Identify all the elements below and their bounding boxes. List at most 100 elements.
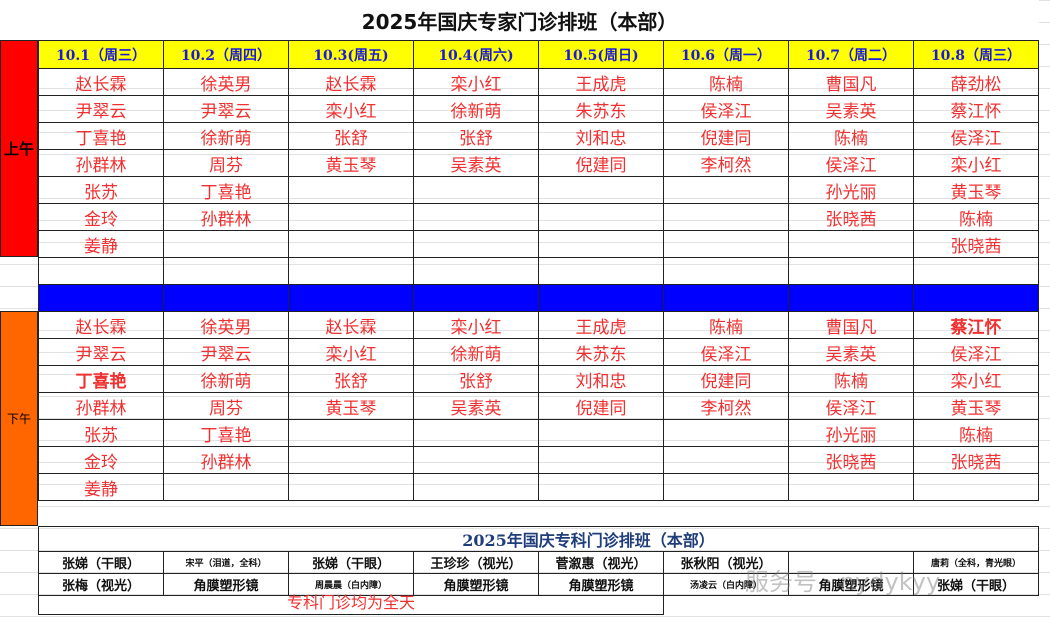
schedule-cell[interactable]: 张晓茜 xyxy=(913,230,1039,258)
schedule-cell[interactable]: 陈楠 xyxy=(663,311,789,339)
schedule-cell[interactable] xyxy=(663,230,789,258)
schedule-cell[interactable]: 陈楠 xyxy=(788,365,914,393)
schedule-cell[interactable]: 张舒 xyxy=(413,122,539,150)
schedule-cell[interactable] xyxy=(163,230,289,258)
schedule-cell[interactable]: 赵长霖 xyxy=(38,311,164,339)
schedule-cell[interactable]: 刘和忠 xyxy=(538,365,664,393)
schedule-cell[interactable] xyxy=(913,473,1039,501)
divider-cell[interactable] xyxy=(288,284,414,312)
schedule-cell[interactable]: 栾小红 xyxy=(913,149,1039,177)
empty-cell[interactable] xyxy=(163,257,289,285)
schedule-cell[interactable] xyxy=(663,419,789,447)
schedule-cell[interactable]: 王成虎 xyxy=(538,68,664,96)
schedule-cell[interactable]: 丁喜艳 xyxy=(38,365,164,393)
schedule-cell[interactable]: 张苏 xyxy=(38,419,164,447)
specialty-cell[interactable]: 张梅（视光） xyxy=(38,573,164,596)
schedule-cell[interactable]: 张舒 xyxy=(288,365,414,393)
schedule-cell[interactable]: 栾小红 xyxy=(413,68,539,96)
schedule-cell[interactable]: 张晓茜 xyxy=(913,446,1039,474)
schedule-cell[interactable] xyxy=(413,419,539,447)
schedule-cell[interactable] xyxy=(538,203,664,231)
divider-cell[interactable] xyxy=(913,284,1039,312)
schedule-cell[interactable]: 吴素英 xyxy=(413,149,539,177)
specialty-cell[interactable]: 角膜塑形镜 xyxy=(788,573,914,596)
schedule-cell[interactable]: 黄玉琴 xyxy=(913,392,1039,420)
schedule-cell[interactable]: 蔡江怀 xyxy=(913,95,1039,123)
schedule-cell[interactable] xyxy=(663,446,789,474)
schedule-cell[interactable]: 孙光丽 xyxy=(788,419,914,447)
schedule-cell[interactable]: 曹国凡 xyxy=(788,311,914,339)
schedule-cell[interactable]: 吴素英 xyxy=(788,95,914,123)
specialty-cell[interactable]: 角膜塑形镜 xyxy=(538,573,664,596)
date-header[interactable]: 10.3(周五) xyxy=(288,40,414,69)
schedule-cell[interactable]: 栾小红 xyxy=(413,311,539,339)
schedule-cell[interactable]: 尹翠云 xyxy=(38,95,164,123)
schedule-cell[interactable] xyxy=(288,473,414,501)
schedule-cell[interactable]: 黄玉琴 xyxy=(288,149,414,177)
schedule-cell[interactable]: 倪建同 xyxy=(663,365,789,393)
schedule-cell[interactable]: 张苏 xyxy=(38,176,164,204)
empty-cell[interactable] xyxy=(788,257,914,285)
schedule-cell[interactable] xyxy=(413,176,539,204)
schedule-cell[interactable]: 黄玉琴 xyxy=(913,176,1039,204)
date-header[interactable]: 10.2（周四） xyxy=(163,40,289,69)
schedule-cell[interactable] xyxy=(413,230,539,258)
schedule-cell[interactable]: 薛劲松 xyxy=(913,68,1039,96)
schedule-cell[interactable]: 栾小红 xyxy=(288,95,414,123)
specialty-cell[interactable]: 王珍珍（视光） xyxy=(413,551,539,574)
schedule-cell[interactable]: 赵长霖 xyxy=(38,68,164,96)
divider-cell[interactable] xyxy=(538,284,664,312)
schedule-cell[interactable] xyxy=(788,473,914,501)
schedule-cell[interactable]: 倪建同 xyxy=(538,392,664,420)
schedule-cell[interactable]: 蔡江怀 xyxy=(913,311,1039,339)
schedule-cell[interactable]: 金玲 xyxy=(38,203,164,231)
schedule-cell[interactable]: 侯泽江 xyxy=(913,122,1039,150)
schedule-cell[interactable]: 周芬 xyxy=(163,149,289,177)
schedule-cell[interactable]: 徐新萌 xyxy=(413,95,539,123)
schedule-cell[interactable]: 侯泽江 xyxy=(788,149,914,177)
schedule-cell[interactable]: 陈楠 xyxy=(913,203,1039,231)
schedule-cell[interactable] xyxy=(663,176,789,204)
schedule-cell[interactable]: 金玲 xyxy=(38,446,164,474)
schedule-cell[interactable]: 陈楠 xyxy=(913,419,1039,447)
schedule-cell[interactable]: 黄玉琴 xyxy=(288,392,414,420)
specialty-cell[interactable]: 角膜塑形镜 xyxy=(413,573,539,596)
schedule-cell[interactable] xyxy=(288,230,414,258)
divider-cell[interactable] xyxy=(413,284,539,312)
date-header[interactable]: 10.4(周六) xyxy=(413,40,539,69)
schedule-cell[interactable]: 徐新萌 xyxy=(163,365,289,393)
schedule-cell[interactable]: 张晓茜 xyxy=(788,446,914,474)
schedule-cell[interactable] xyxy=(538,230,664,258)
divider-cell[interactable] xyxy=(38,284,164,312)
schedule-cell[interactable]: 徐英男 xyxy=(163,311,289,339)
divider-cell[interactable] xyxy=(788,284,914,312)
specialty-cell[interactable]: 宋平（泪道，全科） xyxy=(163,551,289,574)
empty-cell[interactable] xyxy=(538,257,664,285)
schedule-cell[interactable] xyxy=(538,176,664,204)
schedule-cell[interactable]: 朱苏东 xyxy=(538,95,664,123)
schedule-cell[interactable]: 姜静 xyxy=(38,230,164,258)
schedule-cell[interactable] xyxy=(288,419,414,447)
schedule-cell[interactable]: 陈楠 xyxy=(663,68,789,96)
schedule-cell[interactable]: 孙群林 xyxy=(38,149,164,177)
schedule-cell[interactable]: 丁喜艳 xyxy=(163,176,289,204)
schedule-cell[interactable] xyxy=(663,473,789,501)
schedule-cell[interactable]: 孙群林 xyxy=(163,446,289,474)
schedule-cell[interactable]: 徐新萌 xyxy=(413,338,539,366)
schedule-cell[interactable]: 孙群林 xyxy=(38,392,164,420)
schedule-cell[interactable]: 朱苏东 xyxy=(538,338,664,366)
divider-cell[interactable] xyxy=(663,284,789,312)
schedule-cell[interactable]: 赵长霖 xyxy=(288,68,414,96)
schedule-cell[interactable]: 曹国凡 xyxy=(788,68,914,96)
date-header[interactable]: 10.5(周日) xyxy=(538,40,664,69)
schedule-cell[interactable]: 栾小红 xyxy=(288,338,414,366)
specialty-cell[interactable]: 张娣（干眼） xyxy=(288,551,414,574)
schedule-cell[interactable]: 尹翠云 xyxy=(163,95,289,123)
schedule-cell[interactable]: 孙光丽 xyxy=(788,176,914,204)
schedule-cell[interactable]: 吴素英 xyxy=(788,338,914,366)
schedule-cell[interactable]: 陈楠 xyxy=(788,122,914,150)
specialty-cell[interactable]: 张娣（干眼） xyxy=(913,573,1039,596)
schedule-cell[interactable]: 徐新萌 xyxy=(163,122,289,150)
schedule-cell[interactable]: 张舒 xyxy=(413,365,539,393)
date-header[interactable]: 10.8（周三） xyxy=(913,40,1039,69)
